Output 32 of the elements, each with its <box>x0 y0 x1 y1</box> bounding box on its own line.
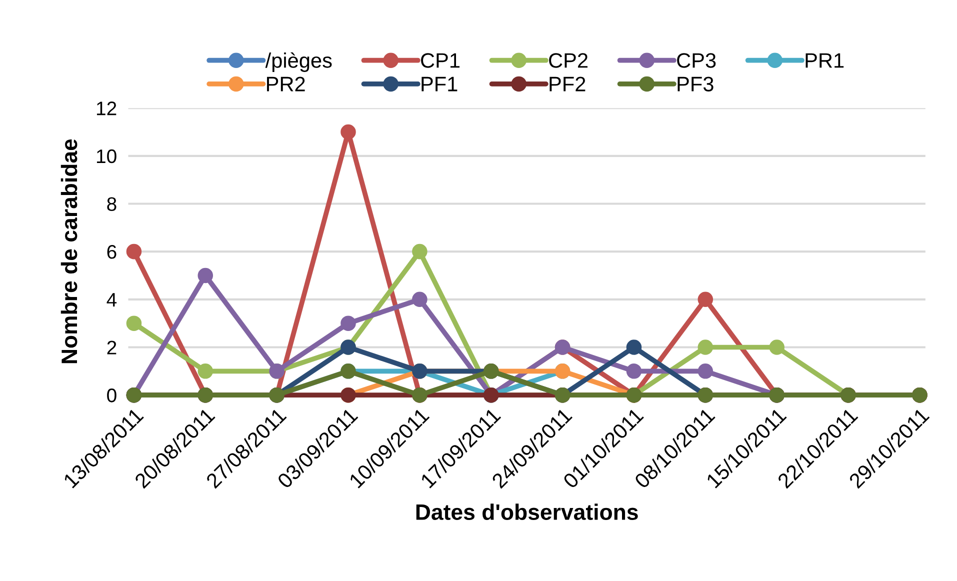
legend-label: PF2 <box>550 76 586 92</box>
x-axis-title: Dates d'observations <box>416 504 638 520</box>
point <box>198 268 214 284</box>
point <box>126 316 142 331</box>
point <box>698 292 714 308</box>
legend-label: CP1 <box>421 53 460 68</box>
point <box>698 340 714 355</box>
y-axis-title: Nombre de carabidae <box>60 139 78 364</box>
legend-label: PR1 <box>806 53 844 68</box>
y-tick-label: 6 <box>107 245 116 259</box>
y-tick-label: 8 <box>107 197 116 211</box>
point <box>126 244 142 260</box>
point <box>412 292 428 308</box>
y-tick-label: 12 <box>96 102 116 116</box>
point <box>412 244 428 260</box>
y-tick-label: 4 <box>106 293 117 306</box>
legend-label: /pièges <box>265 52 332 72</box>
y-tick-label: 2 <box>107 340 116 354</box>
point <box>340 124 356 140</box>
y-tick-label: 10 <box>96 149 116 164</box>
point <box>769 340 784 355</box>
point <box>340 316 356 331</box>
point <box>198 364 214 379</box>
y-tick-label: 0 <box>107 388 116 402</box>
legend-label: CP3 <box>677 53 716 68</box>
legend-label: PF1 <box>422 76 458 92</box>
legend-label: CP2 <box>549 53 588 68</box>
legend-label: PR2 <box>267 76 305 92</box>
point <box>626 364 642 379</box>
point <box>698 364 714 379</box>
point <box>626 340 642 355</box>
legend-label: PF3 <box>678 76 714 92</box>
